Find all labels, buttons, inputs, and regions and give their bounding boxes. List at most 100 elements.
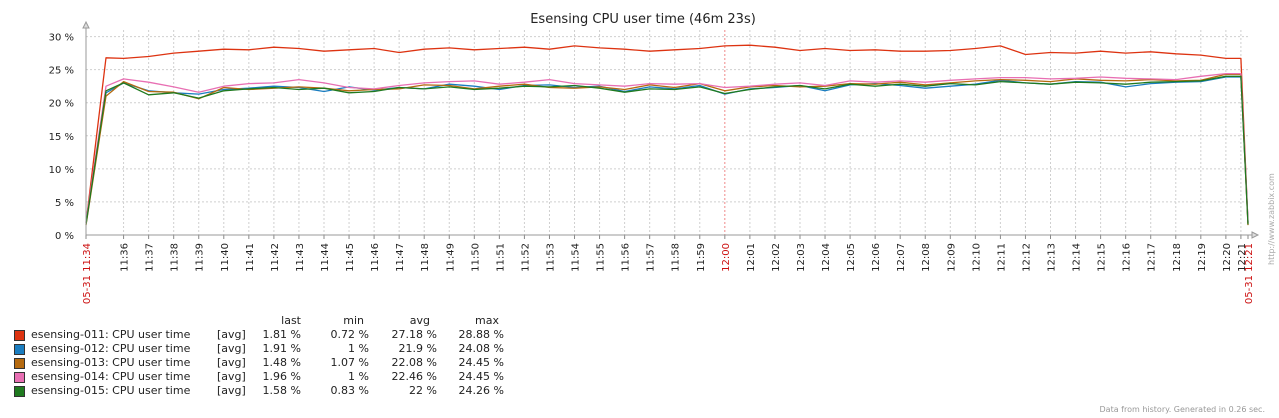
series-lines	[85, 44, 1249, 226]
chart-title: Esensing CPU user time (46m 23s)	[530, 12, 756, 27]
x-tick-label: 12:15	[1097, 243, 1108, 272]
legend-header-min: min	[343, 314, 364, 327]
x-tick-label: 12:20	[1222, 243, 1233, 272]
x-tick-label: 11:51	[495, 243, 506, 272]
x-tick-label: 11:49	[445, 243, 456, 272]
x-tick-label: 12:04	[821, 243, 832, 272]
legend-row: esensing-015: CPU user time [avg] 1.58 % 0.…	[14, 384, 514, 398]
x-tick-label: 11:52	[520, 243, 531, 272]
legend-avg: 22.08 %	[391, 356, 437, 369]
x-tick-label: 11:41	[245, 243, 256, 272]
x-tick-label: 11:48	[420, 243, 431, 272]
legend-avg: 22.46 %	[391, 370, 437, 383]
y-tick-label: 5 %	[55, 198, 74, 209]
x-tick-label: 12:08	[921, 243, 932, 272]
x-tick-label: 12:01	[746, 243, 757, 272]
legend-min: 0.83 %	[330, 384, 369, 397]
x-tick-label: 11:44	[320, 243, 331, 272]
x-tick-label: 12:14	[1072, 243, 1083, 272]
legend-header-last: last	[281, 314, 301, 327]
x-axis-arrow	[1251, 231, 1260, 239]
legend-series-name: esensing-013: CPU user time	[31, 356, 191, 369]
legend-max: 24.45 %	[458, 370, 504, 383]
x-tick-label: 12:21	[1237, 243, 1248, 272]
legend-max: 24.45 %	[458, 356, 504, 369]
series-line	[85, 72, 1249, 222]
x-tick-label: 11:39	[195, 243, 206, 272]
x-tick-label: 11:45	[345, 243, 356, 272]
x-tick-label: 12:03	[796, 243, 807, 272]
legend-series-name: esensing-012: CPU user time	[31, 342, 191, 355]
y-axis: 0 % 5 % 10 % 15 % 20 % 25 % 30 %	[49, 33, 74, 242]
legend-function: [avg]	[217, 328, 246, 341]
legend-row: esensing-012: CPU user time [avg] 1.91 % 1 …	[14, 342, 514, 356]
x-tick-label: 11:57	[646, 243, 657, 272]
x-tick-label: 11:36	[120, 243, 131, 272]
legend-series-name: esensing-011: CPU user time	[31, 328, 191, 341]
legend-max: 28.88 %	[458, 328, 504, 341]
legend-function: [avg]	[217, 356, 246, 369]
legend-min: 1.07 %	[330, 356, 369, 369]
x-tick-label: 12:07	[896, 243, 907, 272]
series-line	[85, 44, 1249, 224]
legend: last min avg max esensing-011: CPU user …	[14, 314, 514, 404]
legend-swatch	[14, 372, 25, 383]
legend-header-max: max	[475, 314, 499, 327]
y-tick-label: 20 %	[49, 99, 74, 110]
legend-function: [avg]	[217, 384, 246, 397]
footer-note: Data from history. Generated in 0.26 sec…	[1099, 405, 1265, 414]
y-tick-label: 0 %	[55, 231, 74, 242]
legend-last: 1.91 %	[262, 342, 301, 355]
legend-min: 1 %	[348, 370, 369, 383]
plot-area	[86, 30, 1248, 235]
x-tick-label: 11:50	[470, 243, 481, 272]
x-tick-label: 11:58	[671, 243, 682, 272]
y-tick-label: 15 %	[49, 132, 74, 143]
x-tick-label: 12:09	[946, 243, 957, 272]
legend-max: 24.26 %	[458, 384, 504, 397]
x-tick-label: 11:59	[696, 243, 707, 272]
chart-grid	[86, 30, 1248, 235]
x-tick-label: 12:11	[996, 243, 1007, 272]
legend-function: [avg]	[217, 342, 246, 355]
axes-frame	[82, 20, 1260, 239]
x-tick-label: 12:05	[846, 243, 857, 272]
x-tick-label: 12:02	[771, 243, 782, 272]
x-tick-label: 11:37	[145, 243, 156, 272]
x-tick-label: 11:56	[621, 243, 632, 272]
series-line	[85, 75, 1249, 225]
x-tick-label: 12:19	[1197, 243, 1208, 272]
x-tick-label: 05-31 11:34	[82, 243, 93, 304]
side-url: http://www.zabbix.com	[1267, 173, 1276, 265]
legend-swatch	[14, 386, 25, 397]
x-tick-label: 11:42	[270, 243, 281, 272]
x-tick-label: 11:46	[370, 243, 381, 272]
x-tick-label: 11:54	[571, 243, 582, 272]
x-tick-label: 11:40	[220, 243, 231, 272]
x-axis: 05-31 11:34 11:36 11:37 11:38 11:39 11:40 11:4…	[82, 235, 1255, 304]
legend-avg: 27.18 %	[391, 328, 437, 341]
legend-swatch	[14, 344, 25, 355]
x-tick-label: 12:12	[1021, 243, 1032, 272]
x-tick-label: 12:13	[1047, 243, 1058, 272]
x-tick-label: 12:06	[871, 243, 882, 272]
legend-series-name: esensing-015: CPU user time	[31, 384, 191, 397]
legend-avg: 21.9 %	[398, 342, 437, 355]
x-tick-label: 11:38	[170, 243, 181, 272]
x-tick-label: 11:47	[395, 243, 406, 272]
legend-header-avg: avg	[409, 314, 430, 327]
legend-last: 1.48 %	[262, 356, 301, 369]
y-tick-label: 25 %	[49, 66, 74, 77]
x-tick-label: 11:55	[596, 243, 607, 272]
legend-last: 1.58 %	[262, 384, 301, 397]
legend-min: 1 %	[348, 342, 369, 355]
x-tick-label: 12:00	[721, 243, 732, 272]
cpu-chart: Esensing CPU user time (46m 23s) 0 % 5 % 1…	[49, 12, 1260, 304]
x-tick-label: 12:18	[1172, 243, 1183, 272]
x-tick-label: 12:16	[1122, 243, 1133, 272]
x-tick-label: 11:53	[545, 243, 556, 272]
legend-row: esensing-014: CPU user time [avg] 1.96 % 1 …	[14, 370, 514, 384]
y-tick-label: 10 %	[49, 165, 74, 176]
legend-max: 24.08 %	[458, 342, 504, 355]
legend-series-name: esensing-014: CPU user time	[31, 370, 191, 383]
